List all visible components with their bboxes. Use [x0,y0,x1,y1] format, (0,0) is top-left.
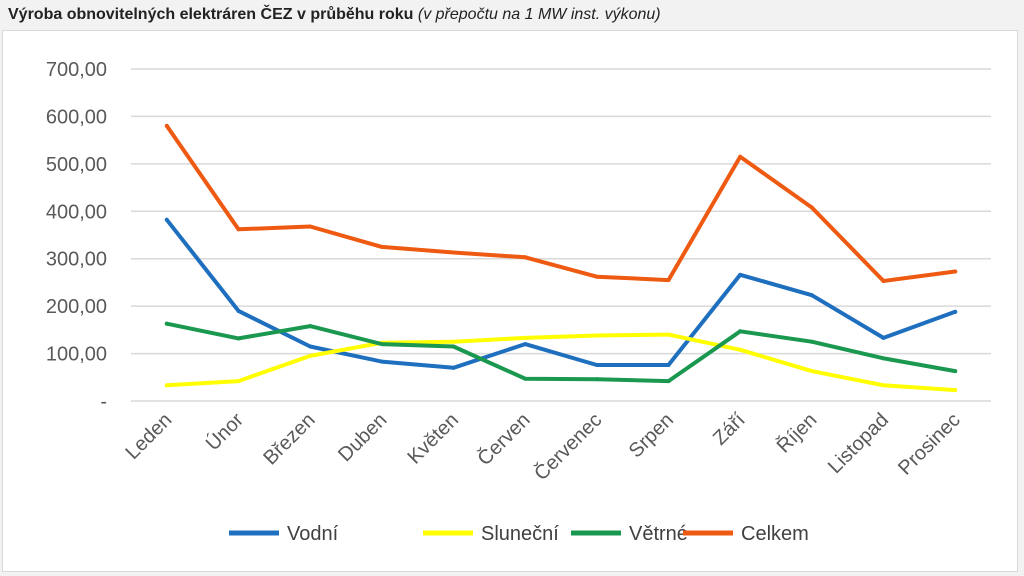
data-point-2-0 [164,321,169,326]
series-line-2 [164,321,958,384]
data-point-1-9 [809,369,814,374]
data-point-2-5 [523,376,528,381]
y-tick-label-4: 400,00 [46,201,107,223]
legend-label-2: Větrné [629,523,688,545]
series-line-1 [164,332,958,393]
data-point-0-5 [523,342,528,347]
line-chart: - 100,00 200,00 300,00 400,00 500,00 600,00 700… [46,59,991,545]
data-point-1-1 [236,379,241,384]
data-point-0-1 [236,308,241,313]
data-point-2-7 [666,379,671,384]
legend-label-1: Sluneční [481,523,559,545]
x-tick-label-1: Únor [201,408,248,455]
data-point-1-5 [523,335,528,340]
legend-label-0: Vodní [287,523,339,545]
chart-panel: - 100,00 200,00 300,00 400,00 500,00 600,00 700… [2,30,1018,572]
data-point-3-6 [594,274,599,279]
data-point-0-7 [666,362,671,367]
data-point-2-3 [379,342,384,347]
data-point-3-0 [164,123,169,128]
data-point-2-11 [953,369,958,374]
x-tick-label-3: Duben [334,409,391,466]
data-point-3-4 [451,250,456,255]
data-point-1-2 [308,353,313,358]
data-point-0-4 [451,365,456,370]
chart-header: Výroba obnovitelných elektráren ČEZ v pr… [8,6,1016,24]
x-tick-label-8: Září [709,409,750,450]
y-tick-label-3: 300,00 [46,249,107,271]
data-point-2-1 [236,336,241,341]
data-point-3-7 [666,278,671,283]
x-tick-label-6: Červenec [530,408,607,485]
y-tick-label-0: - [100,391,107,413]
data-point-3-1 [236,227,241,232]
data-point-3-8 [738,154,743,159]
x-tick-label-4: Květen [403,409,463,469]
data-point-0-11 [953,309,958,314]
y-tick-label-6: 600,00 [46,106,107,128]
y-tick-label-1: 100,00 [46,344,107,366]
data-point-2-10 [881,356,886,361]
data-point-0-9 [809,293,814,298]
data-point-0-6 [594,362,599,367]
y-tick-label-5: 500,00 [46,154,107,176]
x-tick-label-5: Červen [473,408,535,470]
data-point-2-2 [308,324,313,329]
x-tick-label-9: Říjen [772,408,821,457]
data-point-3-3 [379,244,384,249]
data-point-1-11 [953,388,958,393]
data-point-3-9 [809,205,814,210]
chart-subtitle: (v přepočtu na 1 MW inst. výkonu) [417,6,661,23]
data-point-2-8 [738,329,743,334]
data-point-0-8 [738,272,743,277]
x-tick-label-2: Březen [259,409,319,469]
x-tick-label-11: Prosinec [894,409,965,480]
data-point-1-4 [451,339,456,344]
data-point-2-9 [809,339,814,344]
series-line-3 [164,123,958,283]
data-point-2-4 [451,344,456,349]
data-point-0-0 [164,217,169,222]
data-point-3-10 [881,279,886,284]
data-point-0-10 [881,335,886,340]
data-point-1-7 [666,332,671,337]
legend-label-3: Celkem [741,523,809,545]
data-point-0-2 [308,344,313,349]
y-tick-label-2: 200,00 [46,296,107,318]
data-point-3-5 [523,255,528,260]
data-point-1-0 [164,383,169,388]
chart-title: Výroba obnovitelných elektráren ČEZ v pr… [8,6,414,23]
series-line-0 [164,217,958,370]
x-tick-label-7: Srpen [625,409,678,462]
y-tick-label-7: 700,00 [46,59,107,81]
data-point-2-6 [594,377,599,382]
data-point-3-11 [953,269,958,274]
data-point-1-6 [594,333,599,338]
data-point-1-10 [881,383,886,388]
data-point-3-2 [308,224,313,229]
data-point-0-3 [379,359,384,364]
data-point-1-8 [738,347,743,352]
x-tick-label-0: Leden [121,409,176,464]
x-tick-label-10: Listopad [824,409,893,478]
